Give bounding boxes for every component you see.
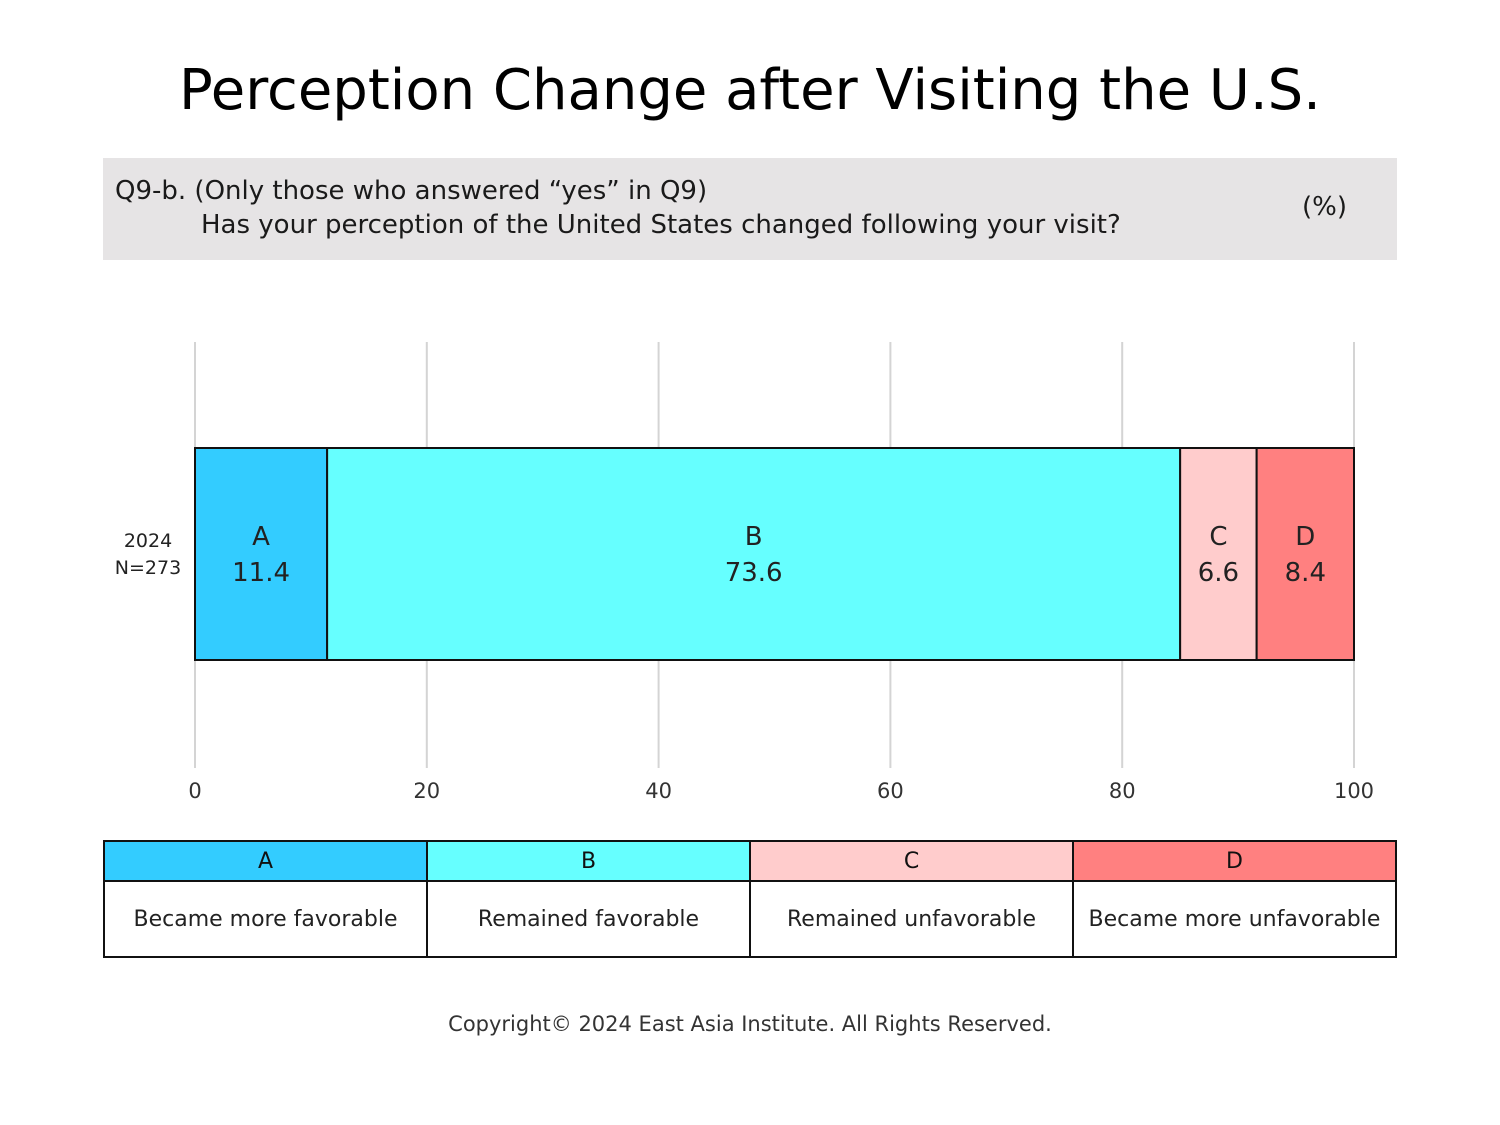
unit-label: (%) (1302, 192, 1347, 222)
legend-label-d: Became more unfavorable (1072, 880, 1397, 958)
segment-value-label-a: 11.4 (232, 558, 290, 588)
chart-title: Perception Change after Visiting the U.S… (179, 58, 1321, 123)
question-line-1: Q9-b. (Only those who answered “yes” in … (115, 176, 708, 206)
x-tick-label: 60 (877, 779, 904, 803)
legend-label-c: Remained unfavorable (749, 880, 1074, 958)
legend-key-d: D (1072, 840, 1397, 882)
x-tick-label: 0 (188, 779, 201, 803)
bar-segment-d (1255, 447, 1356, 661)
segment-value-label-b: 73.6 (725, 558, 783, 588)
question-line-2: Has your perception of the United States… (201, 210, 1121, 240)
bar-segment-b (326, 447, 1182, 661)
legend-label-b: Remained favorable (426, 880, 751, 958)
legend-table: A B C D Became more favorable Remained f… (103, 840, 1397, 958)
segment-value-label-d: 8.4 (1285, 558, 1326, 588)
segment-key-label-a: A (252, 522, 270, 552)
stacked-bar-chart: 0 20 40 60 80 100 2024 N=273 A 11.4 B 73.6 C 6.6 D 8.4 (115, 342, 1374, 803)
category-label: 2024 N=273 (115, 530, 181, 579)
x-tick-label: 100 (1334, 779, 1374, 803)
legend-key-row: A B C D (103, 840, 1397, 882)
legend-key-c: C (749, 840, 1074, 882)
x-tick-label: 80 (1109, 779, 1136, 803)
x-tick-label: 20 (413, 779, 440, 803)
x-tick-label: 40 (645, 779, 672, 803)
legend-label-a: Became more favorable (103, 880, 428, 958)
segment-key-label-b: B (745, 522, 763, 552)
legend-key-b: B (426, 840, 751, 882)
bar-segment-a (194, 447, 329, 661)
bar-segment-c (1179, 447, 1258, 661)
segment-value-label-c: 6.6 (1198, 558, 1239, 588)
segment-key-label-d: D (1295, 522, 1315, 552)
question-box: Q9-b. (Only those who answered “yes” in … (103, 158, 1397, 260)
copyright-text: Copyright© 2024 East Asia Institute. All… (448, 1012, 1052, 1036)
legend-key-a: A (103, 840, 428, 882)
legend-label-row: Became more favorable Remained favorable… (103, 880, 1397, 958)
segment-key-label-c: C (1209, 522, 1227, 552)
